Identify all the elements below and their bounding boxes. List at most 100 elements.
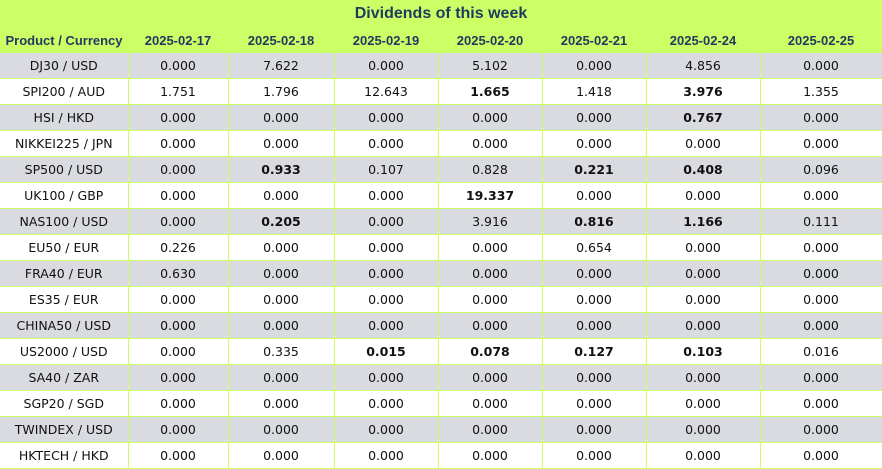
table-row: SPI200 / AUD 1.751 1.796 12.643 1.665 1.418 3.… <box>0 78 882 105</box>
table-row: SA40 / ZAR 0.000 0.000 0.000 0.000 0.000 0.000… <box>0 364 882 391</box>
product-cell: DJ30 / USD <box>0 53 129 79</box>
dividend-value-cell: 0.000 <box>542 312 647 339</box>
dividend-value-cell: 0.000 <box>228 130 335 157</box>
dividend-value-cell: 0.015 <box>334 338 439 365</box>
table-row: NIKKEI225 / JPN 0.000 0.000 0.000 0.000 0.000… <box>0 130 882 157</box>
table-row: DJ30 / USD 0.000 7.622 0.000 5.102 0.000 4.856… <box>0 53 882 79</box>
product-cell: SA40 / ZAR <box>0 364 129 391</box>
dividend-value-cell: 0.000 <box>128 286 229 313</box>
table-row: CHINA50 / USD 0.000 0.000 0.000 0.000 0.000 0.… <box>0 312 882 339</box>
dividend-value-cell: 0.000 <box>128 364 229 391</box>
dividend-value-cell: 0.103 <box>646 338 761 365</box>
dividend-value-cell: 0.096 <box>760 156 882 183</box>
dividend-value-cell: 0.221 <box>542 156 647 183</box>
dividend-value-cell: 0.000 <box>128 130 229 157</box>
header-date: 2025-02-17 <box>128 27 228 53</box>
dividend-value-cell: 1.751 <box>128 78 229 105</box>
dividend-value-cell: 0.127 <box>542 338 647 365</box>
dividend-value-cell: 0.000 <box>334 208 439 235</box>
dividend-value-cell: 0.000 <box>760 234 882 261</box>
table-row: UK100 / GBP 0.000 0.000 0.000 19.337 0.000 0.0… <box>0 182 882 209</box>
dividend-value-cell: 0.000 <box>128 390 229 417</box>
dividend-value-cell: 0.000 <box>646 390 761 417</box>
table-row: HSI / HKD 0.000 0.000 0.000 0.000 0.000 0.767 0… <box>0 104 882 131</box>
dividend-value-cell: 1.166 <box>646 208 761 235</box>
dividend-value-cell: 0.000 <box>438 260 543 287</box>
dividend-value-cell: 0.000 <box>760 312 882 339</box>
dividend-value-cell: 0.000 <box>760 364 882 391</box>
dividend-value-cell: 0.000 <box>334 130 439 157</box>
dividend-value-cell: 3.916 <box>438 208 543 235</box>
product-cell: HKTECH / HKD <box>0 442 129 469</box>
dividend-value-cell: 0.000 <box>128 442 229 469</box>
dividend-value-cell: 0.000 <box>128 338 229 365</box>
dividend-value-cell: 0.816 <box>542 208 647 235</box>
table-body: DJ30 / USD 0.000 7.622 0.000 5.102 0.000 4.856… <box>0 53 882 469</box>
dividends-table: Product / Currency 2025-02-17 2025-02-18… <box>0 27 882 469</box>
dividend-value-cell: 0.000 <box>646 260 761 287</box>
header-row: Product / Currency 2025-02-17 2025-02-18… <box>0 27 882 53</box>
header-date: 2025-02-25 <box>760 27 882 53</box>
dividend-value-cell: 0.000 <box>542 286 647 313</box>
dividend-value-cell: 0.000 <box>334 390 439 417</box>
dividend-value-cell: 0.000 <box>760 442 882 469</box>
dividend-value-cell: 0.000 <box>646 416 761 443</box>
dividend-value-cell: 0.767 <box>646 104 761 131</box>
dividend-value-cell: 3.976 <box>646 78 761 105</box>
dividend-value-cell: 0.000 <box>438 416 543 443</box>
dividend-value-cell: 1.796 <box>228 78 335 105</box>
dividend-value-cell: 0.000 <box>228 390 335 417</box>
dividend-value-cell: 0.000 <box>438 364 543 391</box>
dividend-value-cell: 0.000 <box>228 260 335 287</box>
dividend-value-cell: 0.226 <box>128 234 229 261</box>
dividend-value-cell: 0.000 <box>542 416 647 443</box>
product-cell: NIKKEI225 / JPN <box>0 130 129 157</box>
product-cell: CHINA50 / USD <box>0 312 129 339</box>
dividend-value-cell: 0.078 <box>438 338 543 365</box>
dividend-value-cell: 0.000 <box>542 53 647 79</box>
dividend-value-cell: 0.000 <box>228 234 335 261</box>
dividend-value-cell: 0.000 <box>646 182 761 209</box>
product-cell: US2000 / USD <box>0 338 129 365</box>
dividend-value-cell: 0.000 <box>760 286 882 313</box>
dividend-value-cell: 1.418 <box>542 78 647 105</box>
table-title: Dividends of this week <box>0 0 882 27</box>
dividend-value-cell: 0.000 <box>334 182 439 209</box>
dividend-value-cell: 0.000 <box>542 182 647 209</box>
dividend-value-cell: 0.000 <box>646 234 761 261</box>
dividend-value-cell: 0.000 <box>334 286 439 313</box>
product-cell: SP500 / USD <box>0 156 129 183</box>
product-cell: ES35 / EUR <box>0 286 129 313</box>
dividend-value-cell: 0.000 <box>334 416 439 443</box>
dividend-value-cell: 0.000 <box>128 104 229 131</box>
dividend-value-cell: 0.000 <box>228 416 335 443</box>
dividend-value-cell: 0.000 <box>228 312 335 339</box>
table-row: ES35 / EUR 0.000 0.000 0.000 0.000 0.000 0.000… <box>0 286 882 313</box>
dividend-value-cell: 7.622 <box>228 53 335 79</box>
dividend-value-cell: 0.000 <box>438 130 543 157</box>
dividend-value-cell: 0.000 <box>438 104 543 131</box>
table-row: FRA40 / EUR 0.630 0.000 0.000 0.000 0.000 0.00… <box>0 260 882 287</box>
dividend-value-cell: 5.102 <box>438 53 543 79</box>
dividend-value-cell: 0.000 <box>128 416 229 443</box>
dividend-value-cell: 0.000 <box>334 260 439 287</box>
dividend-value-cell: 0.000 <box>334 312 439 339</box>
dividend-value-cell: 0.111 <box>760 208 882 235</box>
header-date: 2025-02-18 <box>228 27 334 53</box>
dividend-value-cell: 0.000 <box>542 364 647 391</box>
dividend-value-cell: 0.000 <box>438 286 543 313</box>
dividend-value-cell: 0.000 <box>542 130 647 157</box>
dividend-value-cell: 0.000 <box>334 234 439 261</box>
dividend-value-cell: 0.000 <box>542 442 647 469</box>
dividend-value-cell: 0.000 <box>760 390 882 417</box>
dividend-value-cell: 0.000 <box>334 442 439 469</box>
dividend-value-cell: 0.000 <box>542 104 647 131</box>
dividend-value-cell: 0.000 <box>438 442 543 469</box>
product-cell: TWINDEX / USD <box>0 416 129 443</box>
dividend-value-cell: 0.000 <box>438 390 543 417</box>
dividend-value-cell: 0.000 <box>228 286 335 313</box>
product-cell: FRA40 / EUR <box>0 260 129 287</box>
product-cell: UK100 / GBP <box>0 182 129 209</box>
product-cell: SGP20 / SGD <box>0 390 129 417</box>
